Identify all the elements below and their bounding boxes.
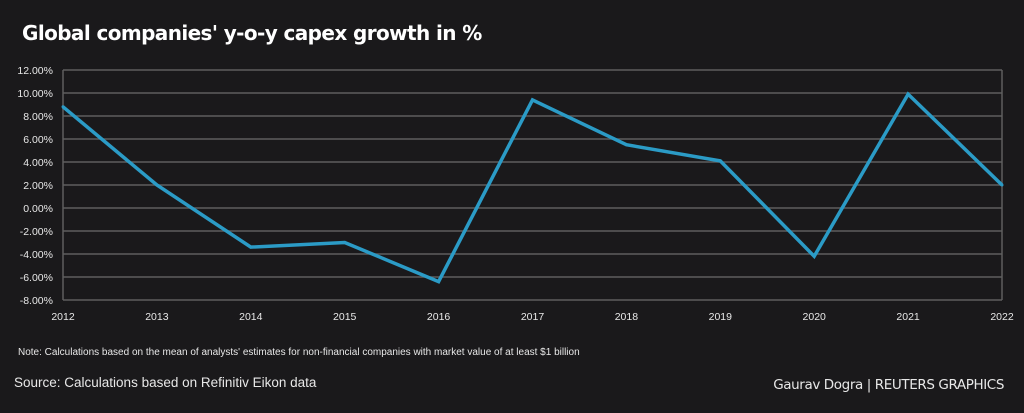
x-tick-label: 2020 — [803, 311, 827, 323]
x-tick-label: 2015 — [333, 311, 357, 323]
data-point — [906, 92, 910, 96]
x-tick-label: 2012 — [51, 311, 75, 323]
x-tick-label: 2014 — [239, 311, 263, 323]
y-tick-label: 8.00% — [23, 111, 53, 123]
data-point — [249, 245, 253, 249]
x-tick-label: 2013 — [145, 311, 169, 323]
chart-credit: Gaurav Dogra | REUTERS GRAPHICS — [773, 377, 1004, 393]
chart-note: Note: Calculations based on the mean of … — [18, 347, 580, 358]
series-group — [61, 91, 1004, 284]
data-point — [343, 241, 347, 244]
data-point — [61, 105, 65, 109]
y-tick-label: 12.00% — [17, 65, 53, 77]
data-point — [1000, 183, 1004, 187]
x-tick-label: 2018 — [615, 311, 639, 323]
y-tick-label: -8.00% — [20, 295, 53, 307]
chart-source: Source: Calculations based on Refinitiv … — [14, 375, 317, 390]
data-point — [718, 159, 722, 163]
x-tick-label: 2021 — [896, 311, 920, 323]
y-tick-label: -2.00% — [20, 226, 53, 238]
y-tick-label: 2.00% — [23, 180, 53, 192]
x-tick-label: 2022 — [990, 311, 1014, 323]
x-tick-label: 2016 — [427, 311, 451, 323]
y-tick-label: 10.00% — [17, 88, 53, 100]
y-tick-label: 4.00% — [23, 157, 53, 169]
x-tick-label: 2019 — [709, 311, 733, 323]
chart-title: Global companies' y-o-y capex growth in … — [22, 21, 482, 45]
data-point — [437, 280, 441, 284]
data-point — [155, 183, 159, 187]
y-tick-label: 6.00% — [23, 134, 53, 146]
y-axis-ticks: 12.00% 10.00% 8.00% 6.00% 4.00% 2.00% 0.00% -2.… — [17, 65, 53, 307]
gridlines — [62, 69, 1003, 301]
data-point — [624, 143, 628, 147]
y-tick-label: -6.00% — [20, 272, 53, 284]
x-tick-label: 2017 — [521, 311, 545, 323]
y-tick-label: -4.00% — [20, 249, 53, 261]
data-point — [531, 98, 534, 102]
y-tick-label: 0.00% — [23, 203, 53, 215]
line-chart: 12.00% 10.00% 8.00% 6.00% 4.00% 2.00% 0.00% -2.… — [17, 65, 1014, 323]
data-point — [812, 254, 816, 258]
x-axis-ticks: 2012 2013 2014 2015 2016 2017 2018 2019 2020 2021… — [51, 311, 1014, 323]
